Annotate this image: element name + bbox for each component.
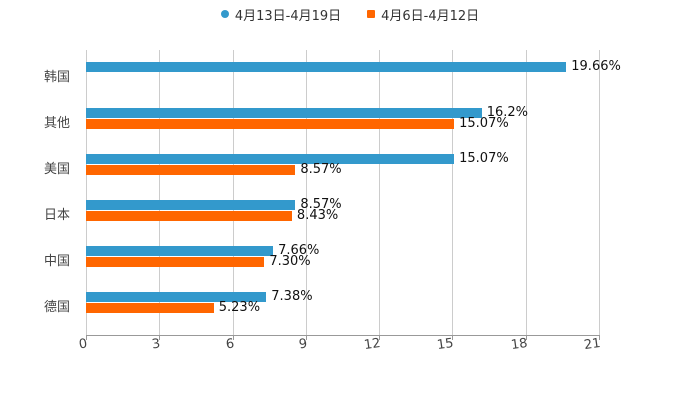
axis-tick — [526, 335, 527, 340]
category-label: 日本 — [44, 208, 71, 223]
legend-item-series-2[interactable]: 4月6日-4月12日 — [367, 4, 479, 24]
data-label: 16.2% — [486, 105, 529, 120]
data-label: 7.30% — [269, 254, 311, 269]
data-label: 8.57% — [300, 162, 342, 177]
data-label: 15.07% — [459, 116, 509, 131]
chart-legend: 4月13日-4月19日 4月6日-4月12日 — [0, 4, 700, 24]
axis-tick — [452, 335, 453, 340]
x-axis-line — [86, 335, 600, 336]
bar-series-1[interactable] — [86, 108, 482, 118]
category-label: 美国 — [44, 162, 71, 177]
x-tick-label: 12 — [363, 335, 382, 354]
gridline — [452, 50, 453, 335]
data-label: 7.66% — [278, 243, 320, 258]
bar-series-1[interactable] — [86, 200, 296, 210]
data-label: 8.57% — [300, 197, 342, 212]
gridline — [526, 50, 527, 335]
bar-series-2[interactable] — [86, 257, 265, 267]
bar-series-2[interactable] — [86, 165, 296, 175]
bar-series-1[interactable] — [86, 246, 274, 256]
x-tick-label: 15 — [436, 335, 455, 354]
gridline — [233, 50, 234, 335]
legend-circle-icon — [220, 10, 229, 18]
bar-series-2[interactable] — [86, 119, 455, 129]
gridline — [86, 50, 87, 335]
gridline — [159, 50, 160, 335]
gridline — [306, 50, 307, 335]
axis-tick — [86, 335, 87, 340]
legend-square-icon — [367, 10, 376, 18]
category-label: 其他 — [44, 116, 71, 131]
bar-series-1[interactable] — [86, 62, 567, 72]
category-label: 韩国 — [44, 70, 71, 85]
x-tick-label: 21 — [583, 335, 602, 354]
plot-area — [86, 50, 600, 335]
axis-tick — [233, 335, 234, 340]
axis-tick — [599, 335, 600, 340]
gridline — [599, 50, 600, 335]
data-label: 19.66% — [571, 59, 621, 74]
data-label: 8.43% — [296, 208, 339, 223]
category-label: 中国 — [44, 254, 71, 269]
legend-label: 4月13日-4月19日 — [234, 8, 342, 24]
axis-tick — [379, 335, 380, 340]
category-label: 德国 — [44, 300, 71, 315]
data-label: 7.38% — [271, 289, 313, 304]
axis-tick — [306, 335, 307, 340]
bar-series-2[interactable] — [86, 303, 214, 313]
legend-label: 4月6日-4月12日 — [381, 8, 480, 24]
gridline — [379, 50, 380, 335]
axis-tick — [159, 335, 160, 340]
x-tick-label: 18 — [510, 335, 529, 354]
data-label: 15.07% — [459, 151, 509, 166]
legend-item-series-1[interactable]: 4月13日-4月19日 — [220, 4, 342, 24]
bar-series-1[interactable] — [86, 292, 267, 302]
bar-series-2[interactable] — [86, 211, 292, 221]
data-label: 5.23% — [218, 300, 261, 315]
bar-series-1[interactable] — [86, 154, 455, 164]
